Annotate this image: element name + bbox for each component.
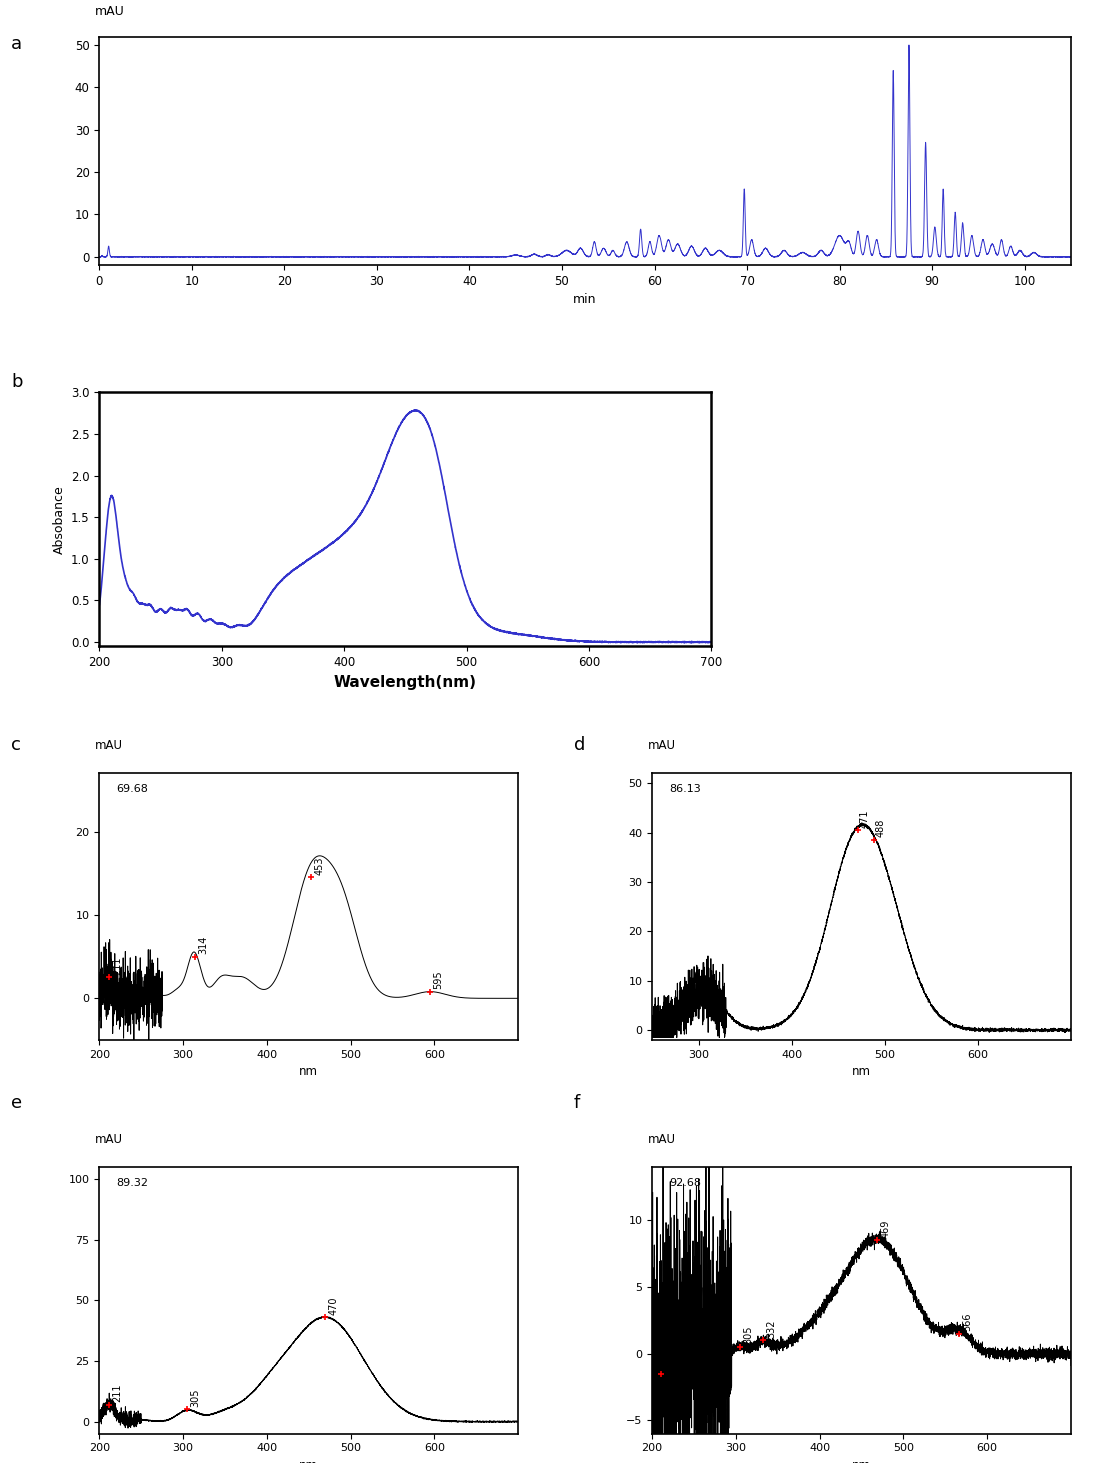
- X-axis label: min: min: [573, 294, 597, 306]
- Text: 305: 305: [191, 1388, 201, 1407]
- Text: 453: 453: [315, 856, 325, 875]
- Text: 69.68: 69.68: [116, 784, 148, 794]
- Text: mAU: mAU: [648, 739, 676, 752]
- Text: b: b: [11, 373, 22, 391]
- X-axis label: nm: nm: [852, 1065, 871, 1078]
- Text: 86.13: 86.13: [669, 784, 701, 794]
- Text: 211: 211: [665, 1353, 675, 1371]
- Text: mAU: mAU: [648, 1132, 676, 1146]
- Text: 595: 595: [434, 970, 444, 989]
- Text: 211: 211: [112, 957, 121, 974]
- Text: 332: 332: [766, 1320, 776, 1337]
- Text: 92.68: 92.68: [669, 1178, 701, 1188]
- Text: d: d: [574, 736, 585, 753]
- Text: 89.32: 89.32: [116, 1178, 148, 1188]
- Text: 566: 566: [962, 1312, 972, 1331]
- Text: c: c: [11, 736, 21, 753]
- Text: 471: 471: [860, 809, 870, 828]
- Text: mAU: mAU: [95, 1132, 124, 1146]
- Text: 305: 305: [743, 1325, 753, 1344]
- Text: 469: 469: [881, 1219, 891, 1238]
- Text: f: f: [574, 1094, 581, 1112]
- X-axis label: nm: nm: [852, 1459, 871, 1463]
- X-axis label: nm: nm: [299, 1065, 318, 1078]
- Text: 470: 470: [329, 1296, 339, 1315]
- Text: mAU: mAU: [95, 739, 124, 752]
- Text: a: a: [11, 35, 22, 53]
- X-axis label: nm: nm: [299, 1459, 318, 1463]
- Text: mAU: mAU: [95, 6, 125, 18]
- Text: 488: 488: [875, 819, 885, 837]
- X-axis label: Wavelength(nm): Wavelength(nm): [333, 674, 477, 689]
- Text: 211: 211: [112, 1384, 121, 1402]
- Text: e: e: [11, 1094, 22, 1112]
- Y-axis label: Absobance: Absobance: [53, 484, 65, 553]
- Text: 314: 314: [199, 936, 209, 954]
